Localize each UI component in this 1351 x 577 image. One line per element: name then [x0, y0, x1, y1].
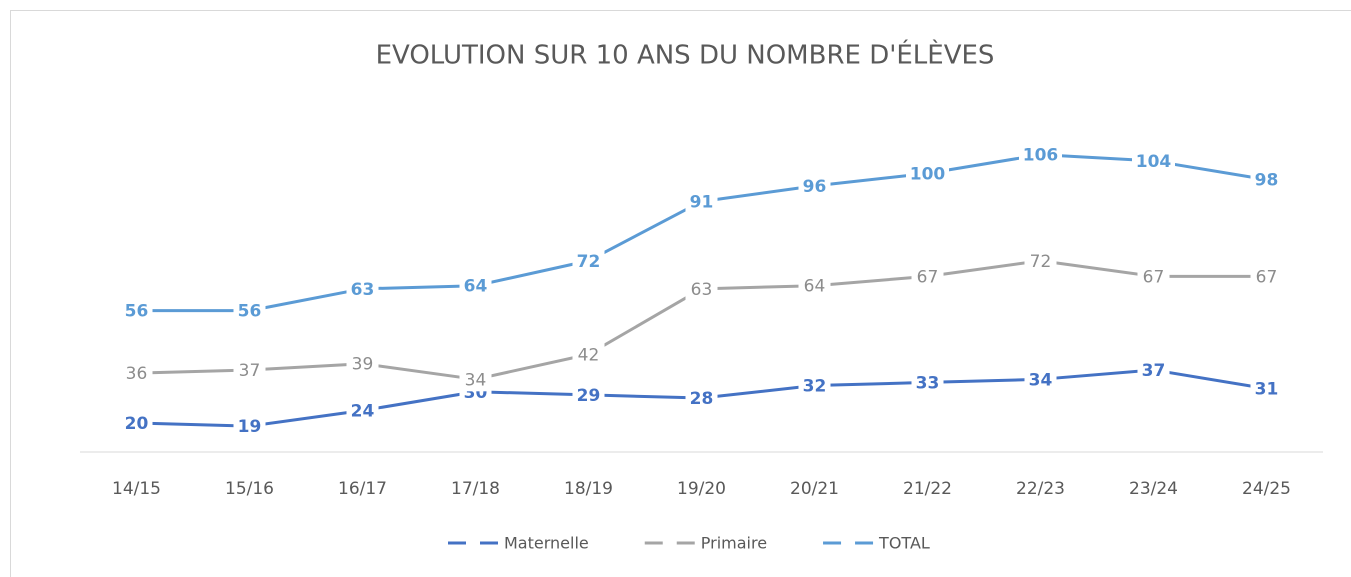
chart-border	[10, 10, 1351, 577]
label-bg	[1250, 167, 1283, 192]
label-bg	[1137, 264, 1170, 289]
label-bg	[911, 264, 944, 289]
data-label: 67	[1256, 267, 1278, 287]
label-bg	[1132, 148, 1175, 173]
data-label: 56	[125, 302, 149, 322]
label-bg	[1137, 357, 1170, 382]
label-bg	[346, 398, 379, 423]
x-tick-label: 22/23	[1016, 479, 1065, 499]
label-bg	[572, 342, 605, 367]
data-label: 64	[464, 277, 488, 297]
legend-label: Maternelle	[504, 534, 589, 553]
data-label: 20	[125, 414, 149, 434]
label-bg	[1250, 376, 1283, 401]
data-label: 98	[1255, 171, 1279, 191]
data-label: 28	[690, 389, 714, 409]
data-label: 63	[691, 280, 713, 300]
data-label: 72	[577, 252, 601, 272]
label-bg	[1024, 367, 1057, 392]
data-label: 96	[803, 177, 827, 197]
data-label: 36	[126, 364, 148, 384]
label-bg	[1024, 248, 1057, 273]
x-tick-label: 20/21	[790, 479, 839, 499]
label-bg	[685, 386, 718, 411]
label-bg	[906, 161, 949, 186]
label-bg	[798, 373, 831, 398]
label-bg	[233, 414, 266, 439]
data-label: 39	[352, 355, 374, 375]
legend-label: TOTAL	[878, 534, 930, 553]
label-bg	[120, 410, 153, 435]
x-tick-label: 24/25	[1242, 479, 1291, 499]
data-label: 37	[1142, 361, 1166, 381]
data-label: 100	[910, 164, 946, 184]
x-tick-label: 17/18	[451, 479, 500, 499]
label-bg	[685, 276, 718, 301]
label-bg	[572, 382, 605, 407]
data-label: 64	[804, 277, 826, 297]
x-tick-label: 14/15	[112, 479, 161, 499]
data-label: 32	[803, 377, 827, 397]
data-label: 37	[239, 361, 261, 381]
label-bg	[120, 298, 153, 323]
x-tick-label: 21/22	[903, 479, 952, 499]
data-label: 31	[1255, 380, 1279, 400]
data-label: 106	[1023, 146, 1059, 166]
data-label: 72	[1030, 252, 1052, 272]
data-label: 29	[577, 386, 601, 406]
data-label: 104	[1136, 152, 1172, 172]
label-bg	[120, 361, 153, 386]
label-bg	[798, 273, 831, 298]
label-bg	[346, 276, 379, 301]
label-bg	[798, 173, 831, 198]
data-label: 34	[1029, 370, 1053, 390]
x-tick-label: 15/16	[225, 479, 274, 499]
x-tick-label: 18/19	[564, 479, 613, 499]
data-label: 33	[916, 373, 940, 393]
data-label: 67	[1143, 267, 1165, 287]
x-tick-label: 16/17	[338, 479, 387, 499]
data-label: 34	[465, 370, 487, 390]
chart-title: EVOLUTION SUR 10 ANS DU NOMBRE D'ÉLÈVES	[376, 39, 995, 71]
label-bg	[459, 273, 492, 298]
data-label: 63	[351, 280, 375, 300]
label-bg	[1019, 142, 1062, 167]
data-label: 56	[238, 302, 262, 322]
label-bg	[572, 248, 605, 273]
data-label: 19	[238, 417, 262, 437]
data-label: 42	[578, 345, 600, 365]
label-bg	[1250, 264, 1283, 289]
label-bg	[233, 357, 266, 382]
label-bg	[685, 189, 718, 214]
label-bg	[346, 351, 379, 376]
data-label: 24	[351, 402, 375, 422]
x-tick-label: 19/20	[677, 479, 726, 499]
label-bg	[459, 367, 492, 392]
label-bg	[911, 370, 944, 395]
legend-label: Primaire	[701, 534, 767, 553]
label-bg	[233, 298, 266, 323]
data-label: 67	[917, 267, 939, 287]
x-tick-label: 23/24	[1129, 479, 1178, 499]
data-label: 91	[690, 192, 714, 212]
